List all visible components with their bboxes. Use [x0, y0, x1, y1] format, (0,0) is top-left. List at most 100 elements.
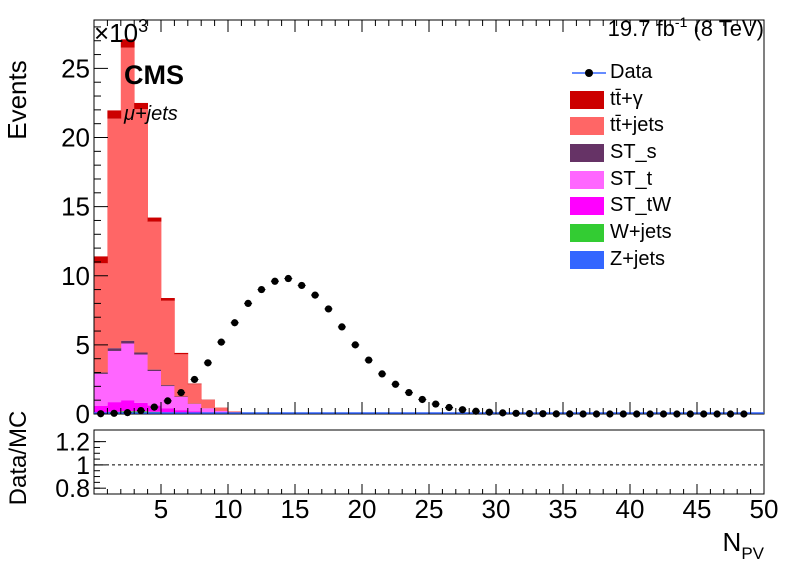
data-point-46 — [700, 410, 708, 418]
bar-st-tw-bin-7 — [174, 410, 189, 413]
bar-st-s-bin-4 — [134, 352, 148, 355]
data-point-35 — [552, 410, 560, 418]
bar-tt-bin-3 — [120, 39, 135, 48]
bar-tt-bin-5 — [147, 217, 162, 222]
data-point-26 — [432, 400, 440, 408]
bar-st-s-bin-1 — [94, 372, 108, 374]
y-tick-label: 25 — [61, 53, 90, 83]
legend-label: tt̄+jets — [610, 114, 664, 137]
data-point-34 — [539, 410, 547, 418]
ratio-y-tick-label: 1.2 — [55, 429, 90, 457]
data-point-33 — [525, 409, 534, 418]
data-point-49 — [740, 410, 748, 418]
data-point-20 — [351, 341, 359, 349]
bar-st-tw-bin-6 — [161, 408, 175, 413]
experiment-label: CMS — [124, 60, 184, 90]
data-point-8 — [190, 375, 199, 384]
y-tick-label: 0 — [76, 399, 90, 429]
bar-tt-bin-1 — [94, 256, 108, 264]
legend-label: W+jets — [610, 221, 672, 244]
legend-label: tt̄+γ — [610, 87, 643, 110]
y-tick-label: 20 — [61, 123, 90, 153]
data-point-32 — [512, 409, 520, 417]
legend-label: ST_s — [610, 141, 657, 164]
bar-tt-bin-8 — [187, 383, 202, 385]
x-tick-label: 40 — [616, 494, 645, 524]
bar-st-s-bin-2 — [107, 348, 122, 351]
bar-st-t-bin-5 — [147, 371, 162, 406]
x-tick-label: 25 — [415, 494, 444, 524]
data-point-30 — [485, 408, 493, 416]
legend-label: Z+jets — [610, 247, 666, 270]
data-point-13 — [257, 285, 266, 294]
bar-tt-jets-bin-3 — [120, 47, 135, 341]
channel-label: μ+jets — [123, 103, 178, 125]
x-tick-label: 20 — [348, 494, 377, 524]
data-point-19 — [338, 323, 346, 331]
data-point-40 — [619, 410, 627, 418]
legend-swatch — [570, 170, 604, 189]
luminosity-label: 19.7 fb-1 (8 TeV) — [608, 14, 764, 41]
bar-tt-jets-bin-11 — [228, 411, 242, 413]
data-point-21 — [365, 356, 373, 364]
legend-dot — [585, 69, 593, 77]
legend-label: ST_t — [610, 167, 653, 190]
bar-st-s-bin-6 — [161, 385, 175, 387]
bar-st-t-bin-10 — [214, 410, 229, 414]
bar-tt-bin-6 — [161, 298, 175, 301]
data-point-11 — [231, 319, 239, 327]
x-tick-label: 15 — [281, 494, 310, 524]
legend-entry-st-t: ST_t — [568, 167, 768, 194]
legend-swatch — [570, 144, 604, 163]
legend-swatch — [570, 224, 604, 243]
x-tick-label: 35 — [549, 494, 578, 524]
data-point-36 — [566, 410, 574, 418]
bar-tt-jets-bin-5 — [147, 221, 162, 370]
data-point-45 — [686, 410, 694, 418]
x-tick-label: 50 — [750, 494, 779, 524]
data-point-9 — [204, 359, 212, 367]
bar-tt-jets-bin-4 — [134, 109, 148, 353]
bar-tt-jets-bin-10 — [214, 407, 229, 411]
data-point-2 — [110, 409, 118, 417]
x-tick-label: 45 — [683, 494, 712, 524]
data-point-17 — [311, 291, 319, 299]
data-point-18 — [324, 305, 333, 313]
data-point-22 — [378, 370, 386, 378]
data-point-3 — [123, 409, 132, 417]
data-point-41 — [633, 410, 641, 418]
legend: Data tt̄+γ tt̄+jets ST_s ST_t ST_tW W+jets Z+je… — [568, 60, 768, 274]
data-point-5 — [150, 403, 158, 411]
bar-tt-jets-bin-2 — [107, 118, 122, 349]
main-pad-axes: 0 5 10 15 20 25 — [61, 19, 765, 429]
data-point-15 — [284, 274, 292, 283]
bar-tt-bin-4 — [134, 102, 148, 110]
data-point-47 — [713, 410, 721, 418]
data-point-25 — [418, 395, 426, 404]
bar-tt-bin-7 — [174, 352, 189, 355]
legend-entry-st-tw: ST_tW — [568, 193, 768, 220]
bar-st-t-bin-2 — [107, 350, 122, 403]
bar-tt-jets-bin-1 — [94, 263, 108, 373]
data-point-42 — [646, 410, 654, 418]
bar-st-t-bin-9 — [201, 408, 215, 413]
legend-swatch — [570, 250, 604, 269]
bar-st-t-bin-3 — [120, 343, 135, 401]
y-tick-label: 15 — [61, 192, 90, 222]
legend-swatch — [570, 197, 604, 216]
legend-marker — [572, 69, 606, 77]
bar-st-t-bin-4 — [134, 354, 148, 403]
y-axis-title: Events — [2, 60, 32, 140]
bar-tt-bin-2 — [107, 110, 122, 119]
data-point-29 — [472, 407, 480, 415]
data-point-31 — [499, 409, 507, 417]
y-tick-label: 10 — [61, 261, 90, 291]
legend-label: ST_tW — [610, 194, 672, 217]
ratio-y-tick-label: 1 — [76, 452, 90, 480]
data-point-27 — [445, 403, 453, 412]
data-point-6 — [164, 397, 172, 405]
legend-entry-data: Data — [568, 60, 768, 87]
legend-swatch — [570, 90, 604, 109]
legend-swatch — [570, 117, 604, 136]
